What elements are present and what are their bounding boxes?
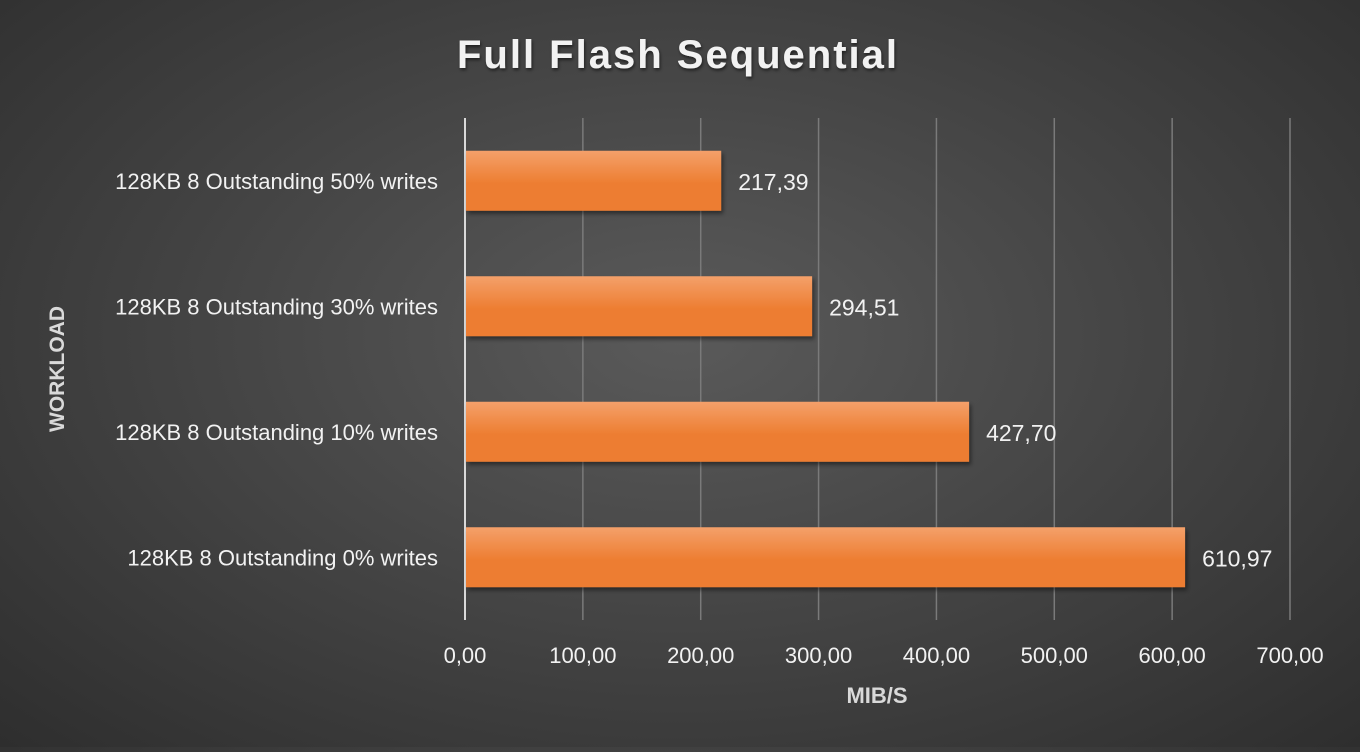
- x-tick-label: 0,00: [444, 643, 487, 668]
- x-tick-labels: 0,00 100,00 200,00 300,00 400,00 500,00 600,00…: [444, 643, 1324, 668]
- data-label: 610,97: [1202, 545, 1272, 571]
- bar: [466, 150, 722, 211]
- category-labels: 128KB 8 Outstanding 50% writes 128KB 8 Ou…: [115, 169, 438, 571]
- chart-title: Full Flash Sequential: [457, 33, 899, 77]
- x-axis-title: MIB/S: [846, 683, 907, 708]
- bar: [466, 527, 1186, 588]
- x-tick-label: 200,00: [667, 643, 734, 668]
- x-tick-label: 300,00: [785, 643, 852, 668]
- category-label: 128KB 8 Outstanding 10% writes: [115, 420, 438, 445]
- x-tick-label: 100,00: [549, 643, 616, 668]
- data-label: 294,51: [829, 294, 899, 320]
- x-tick-label: 600,00: [1138, 643, 1205, 668]
- category-label: 128KB 8 Outstanding 0% writes: [127, 545, 438, 570]
- y-axis-title: WORKLOAD: [46, 306, 69, 432]
- data-label: 427,70: [986, 420, 1056, 446]
- data-labels: 217,39 294,51 427,70 610,97: [738, 169, 1272, 572]
- data-label: 217,39: [738, 169, 808, 195]
- x-tick-label: 500,00: [1021, 643, 1088, 668]
- category-label: 128KB 8 Outstanding 30% writes: [115, 294, 438, 319]
- x-tick-label: 700,00: [1256, 643, 1323, 668]
- category-label: 128KB 8 Outstanding 50% writes: [115, 169, 438, 194]
- bar: [466, 276, 813, 337]
- bar: [466, 401, 970, 462]
- bars: [466, 150, 1186, 588]
- x-tick-label: 400,00: [903, 643, 970, 668]
